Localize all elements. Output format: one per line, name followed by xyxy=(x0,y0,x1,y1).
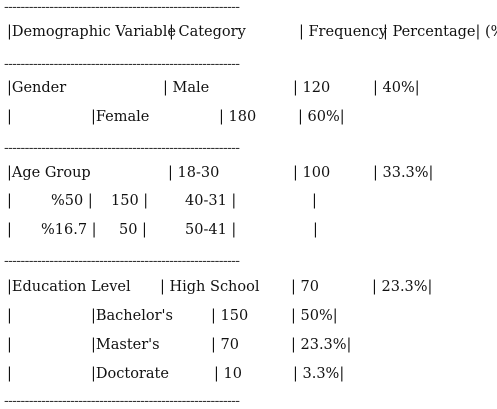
cell-percentage: | 60%| xyxy=(298,109,345,125)
cell-pipe: | xyxy=(7,193,12,209)
cell-variable: |Age Group xyxy=(7,165,91,181)
cell-frequency: | 100 xyxy=(293,165,331,181)
rule-after-age: ----------------------------------------… xyxy=(4,253,240,269)
rule-top: ----------------------------------------… xyxy=(4,0,240,15)
cell-category: | Male xyxy=(163,80,210,96)
cell-variable: | xyxy=(7,337,12,353)
cell-frequency: 50 | xyxy=(119,222,147,238)
cell-pipe: | xyxy=(7,222,12,238)
cell-category: 50-41 | xyxy=(185,222,237,238)
cell-frequency: | 10 xyxy=(214,366,242,382)
cell-percentage: | 23.3%| xyxy=(372,279,433,295)
rule-after-header: ----------------------------------------… xyxy=(4,56,240,72)
cell-variable: | xyxy=(7,109,12,125)
cell-percentage: %50 | xyxy=(51,193,93,209)
cell-percentage: | 50%| xyxy=(291,308,338,324)
cell-percentage: | 23.3%| xyxy=(291,337,352,353)
cell-frequency: 150 | xyxy=(111,193,149,209)
cell-category: |Bachelor's xyxy=(91,308,173,324)
cell-percentage: | 33.3%| xyxy=(373,165,434,181)
cell-variable: | xyxy=(7,366,12,382)
cell-variable: | xyxy=(7,308,12,324)
rule-after-gender: ----------------------------------------… xyxy=(4,140,240,156)
header-frequency: | Frequency xyxy=(299,24,387,40)
cell-category: | 18-30 xyxy=(168,165,220,181)
header-category: | Category xyxy=(169,24,246,40)
cell-category: |Female xyxy=(91,109,150,125)
cell-category: |Master's xyxy=(91,337,160,353)
header-percentage: | Percentage| (%) xyxy=(383,24,497,40)
cell-category: |Doctorate xyxy=(91,366,169,382)
cell-pipe: | xyxy=(313,222,318,238)
header-demographic-variable: |Demographic Variable xyxy=(7,24,176,40)
cell-pipe: | xyxy=(312,193,317,209)
cell-percentage: | 40%| xyxy=(373,80,420,96)
cell-category: | High School xyxy=(160,279,260,295)
cell-frequency: | 70 xyxy=(291,279,319,295)
cell-variable: |Gender xyxy=(7,80,67,96)
cell-percentage: %16.7 | xyxy=(41,222,97,238)
cell-frequency: | 180 xyxy=(219,109,257,125)
cell-percentage: | 3.3%| xyxy=(293,366,345,382)
cell-frequency: | 70 xyxy=(211,337,239,353)
cell-variable: |Education Level xyxy=(7,279,131,295)
rule-bottom: ----------------------------------------… xyxy=(4,393,240,409)
cell-frequency: | 120 xyxy=(293,80,331,96)
cell-frequency: | 150 xyxy=(211,308,249,324)
cell-category: 40-31 | xyxy=(185,193,237,209)
